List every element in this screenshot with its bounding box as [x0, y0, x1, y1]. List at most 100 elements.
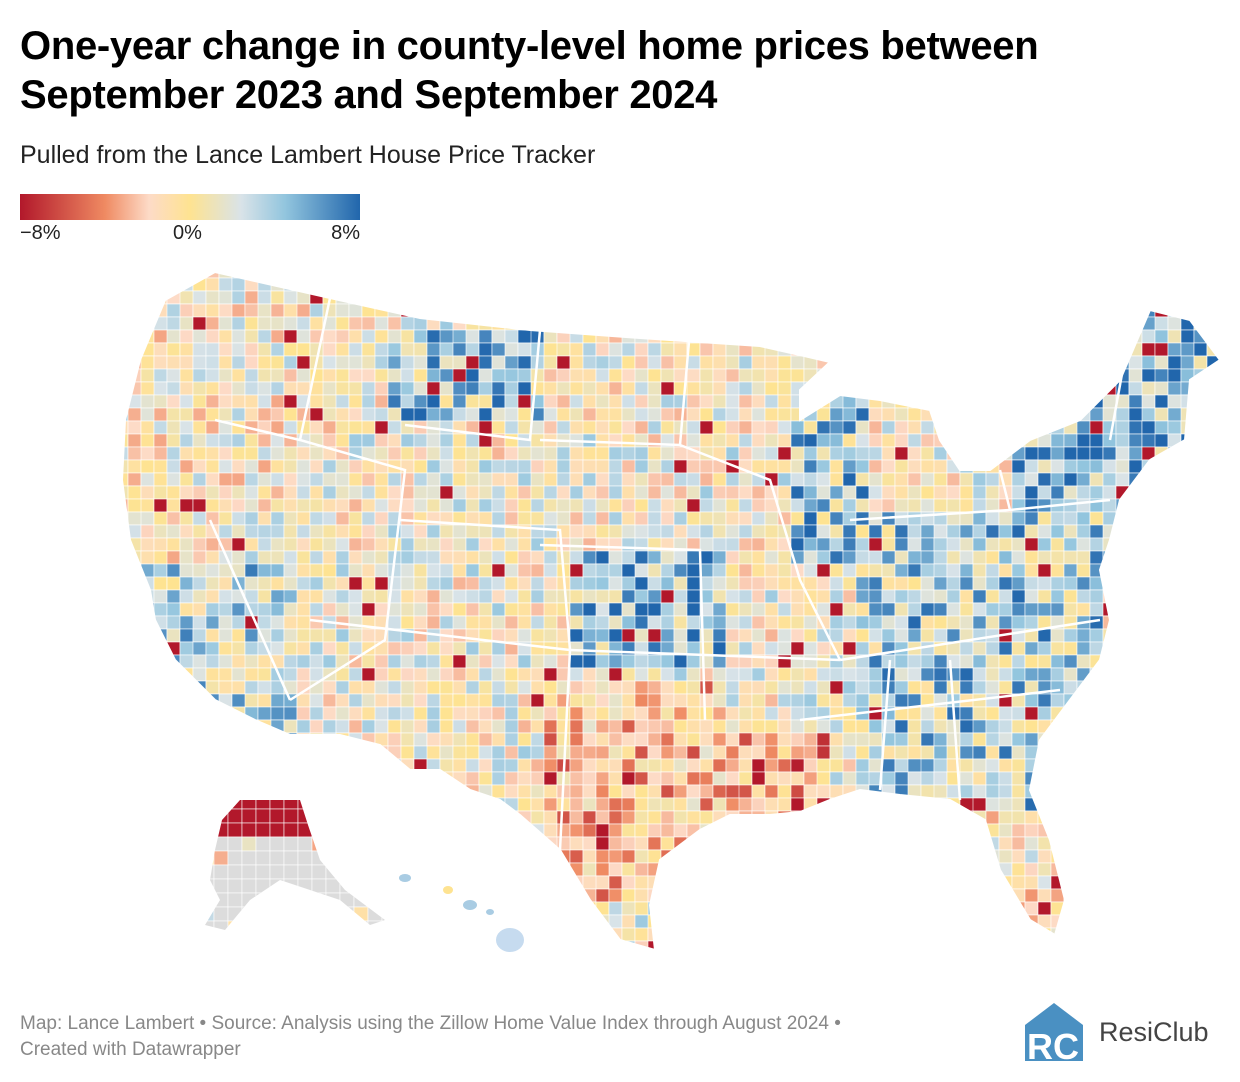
county-cell[interactable] — [595, 589, 610, 604]
county-cell[interactable] — [153, 368, 168, 383]
county-cell[interactable] — [140, 719, 155, 734]
county-cell[interactable] — [985, 654, 1000, 669]
county-cell[interactable] — [712, 836, 740, 851]
county-cell[interactable] — [1076, 940, 1091, 954]
county-cell[interactable] — [1089, 732, 1104, 747]
county-cell[interactable] — [1063, 615, 1078, 630]
county-cell[interactable] — [803, 732, 818, 747]
county-cell[interactable] — [1128, 732, 1143, 747]
county-cell[interactable] — [1193, 732, 1220, 747]
county-cell[interactable] — [738, 537, 753, 552]
county-cell[interactable] — [361, 342, 376, 357]
county-cell[interactable] — [1219, 381, 1233, 396]
county-cell[interactable] — [1128, 368, 1143, 383]
county-cell[interactable] — [972, 537, 987, 552]
county-cell[interactable] — [920, 265, 935, 279]
county-cell[interactable] — [699, 849, 714, 864]
county-cell[interactable] — [790, 771, 805, 786]
county-cell[interactable] — [258, 954, 271, 967]
county-cell[interactable] — [153, 927, 168, 942]
county-cell[interactable] — [881, 485, 896, 500]
county-cell[interactable] — [245, 954, 271, 967]
county-cell[interactable] — [1193, 446, 1208, 461]
county-cell[interactable] — [777, 875, 792, 890]
county-cell[interactable] — [192, 719, 207, 734]
county-cell[interactable] — [244, 407, 259, 422]
county-cell[interactable] — [530, 797, 545, 812]
county-cell[interactable] — [179, 862, 194, 877]
county-cell[interactable] — [829, 849, 844, 864]
county-cell[interactable] — [387, 615, 402, 630]
county-cell[interactable] — [582, 810, 597, 825]
county-cell[interactable] — [894, 693, 909, 708]
county-cell[interactable] — [1141, 901, 1156, 916]
county-cell[interactable] — [1089, 485, 1104, 500]
county-cell[interactable] — [699, 329, 714, 344]
county-cell[interactable] — [1128, 797, 1143, 812]
county-cell[interactable] — [712, 758, 727, 773]
county-cell[interactable] — [426, 914, 441, 929]
county-cell[interactable] — [1193, 888, 1208, 903]
county-cell[interactable] — [608, 680, 623, 695]
county-cell[interactable] — [309, 265, 324, 279]
county-cell[interactable] — [751, 823, 779, 838]
county-cell[interactable] — [738, 563, 753, 578]
county-cell[interactable] — [1154, 602, 1169, 617]
county-cell[interactable] — [816, 576, 831, 591]
county-cell[interactable] — [1076, 355, 1091, 370]
county-cell[interactable] — [582, 784, 597, 799]
county-cell[interactable] — [998, 265, 1013, 279]
county-cell[interactable] — [1128, 810, 1156, 825]
county-cell[interactable] — [699, 459, 714, 474]
county-cell[interactable] — [1193, 265, 1208, 279]
county-cell[interactable] — [530, 927, 545, 942]
county-cell[interactable] — [530, 849, 558, 864]
county-cell[interactable] — [241, 822, 257, 838]
county-cell[interactable] — [1128, 576, 1143, 591]
county-cell[interactable] — [660, 875, 675, 890]
county-cell[interactable] — [296, 446, 311, 461]
county-cell[interactable] — [374, 836, 389, 851]
county-cell[interactable] — [426, 862, 454, 877]
county-cell[interactable] — [686, 628, 701, 643]
county-cell[interactable] — [777, 485, 792, 500]
county-cell[interactable] — [1024, 265, 1052, 279]
county-cell[interactable] — [127, 940, 142, 954]
county-cell[interactable] — [855, 524, 870, 539]
county-cell[interactable] — [218, 329, 233, 344]
county-cell[interactable] — [1024, 576, 1039, 591]
county-cell[interactable] — [387, 732, 402, 747]
county-cell[interactable] — [842, 719, 857, 734]
county-cell[interactable] — [764, 940, 779, 954]
county-cell[interactable] — [1193, 667, 1208, 682]
county-cell[interactable] — [868, 914, 883, 929]
county-cell[interactable] — [283, 706, 298, 721]
county-cell[interactable] — [673, 797, 688, 812]
county-cell[interactable] — [465, 771, 480, 786]
county-cell[interactable] — [1128, 901, 1156, 916]
county-cell[interactable] — [1128, 265, 1156, 279]
county-cell[interactable] — [387, 394, 402, 409]
county-cell[interactable] — [712, 407, 727, 422]
county-cell[interactable] — [504, 836, 519, 851]
county-cell[interactable] — [842, 290, 857, 305]
county-cell[interactable] — [764, 784, 779, 799]
county-cell[interactable] — [255, 892, 271, 908]
county-cell[interactable] — [686, 316, 701, 331]
county-cell[interactable] — [1219, 342, 1233, 357]
county-cell[interactable] — [894, 511, 909, 526]
county-cell[interactable] — [1063, 810, 1078, 825]
county-cell[interactable] — [1063, 849, 1078, 864]
county-cell[interactable] — [920, 810, 935, 825]
county-cell[interactable] — [1168, 954, 1181, 967]
county-cell[interactable] — [1206, 797, 1220, 812]
county-cell[interactable] — [241, 920, 257, 935]
county-cell[interactable] — [621, 511, 636, 526]
county-cell[interactable] — [608, 265, 623, 279]
county-cell[interactable] — [648, 954, 674, 967]
county-cell[interactable] — [855, 459, 870, 474]
county-cell[interactable] — [1141, 849, 1169, 864]
county-cell[interactable] — [387, 381, 402, 396]
county-cell[interactable] — [1115, 290, 1143, 305]
county-cell[interactable] — [387, 836, 402, 851]
